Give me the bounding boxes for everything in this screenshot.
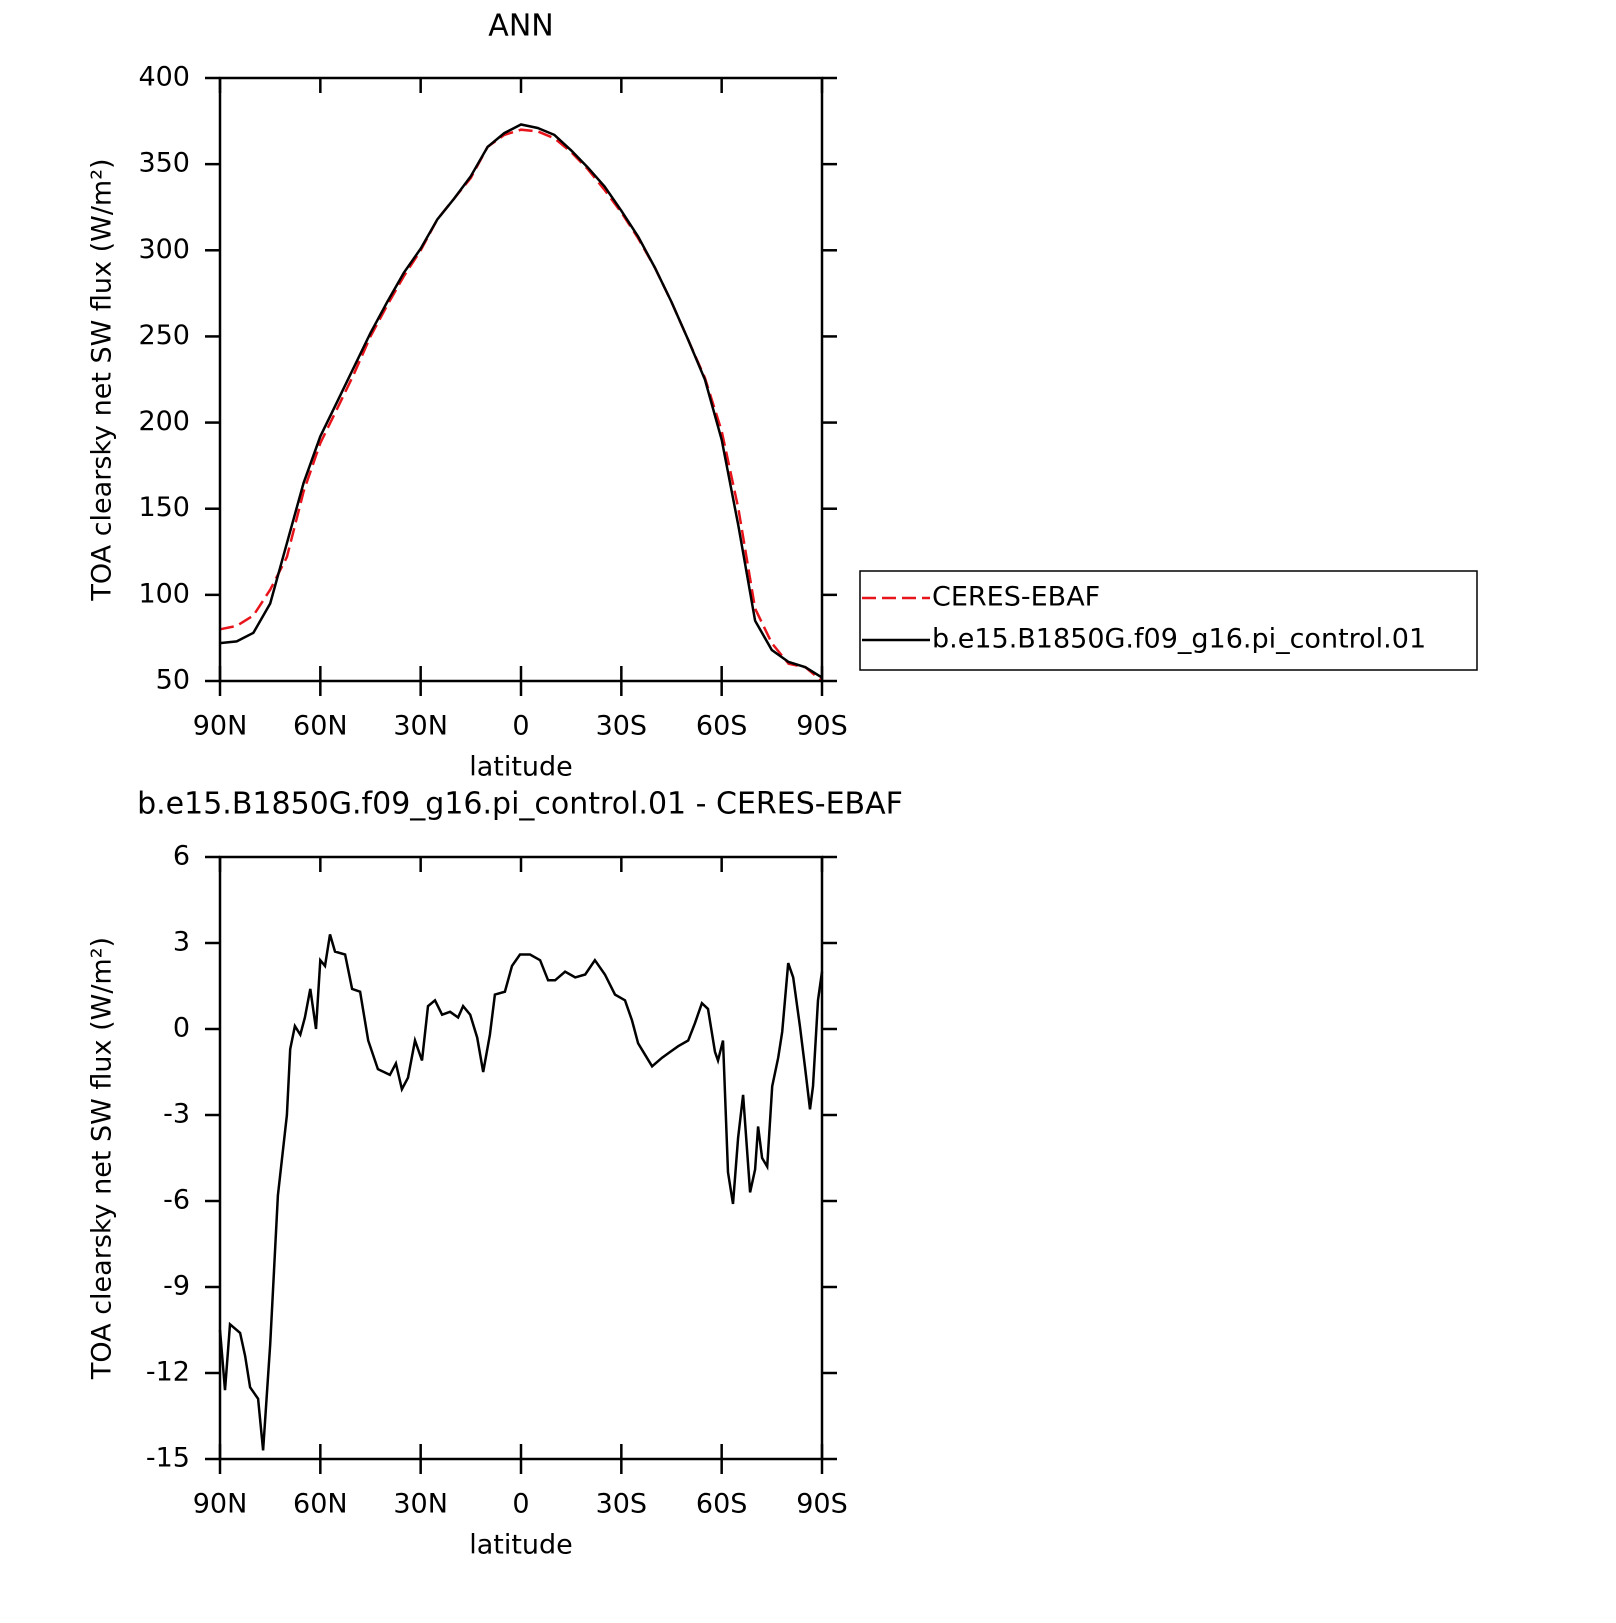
y-tick-label: -15 <box>146 1443 190 1474</box>
x-tick-label: 90N <box>193 711 248 742</box>
legend-box <box>859 570 1478 671</box>
x-tick-label: 60S <box>696 1489 748 1520</box>
x-tick-label: 60S <box>696 711 748 742</box>
x-tick-label: 30N <box>393 711 448 742</box>
y-tick-label: 50 <box>156 665 190 696</box>
x-tick-label: 30S <box>596 1489 648 1520</box>
y-tick-label: -9 <box>163 1271 190 1302</box>
y-tick-label: 0 <box>173 1013 190 1044</box>
y-tick-label: 6 <box>173 841 190 872</box>
y-tick-label: 200 <box>138 406 190 437</box>
y-tick-label: -12 <box>146 1357 190 1388</box>
x-tick-label: 90S <box>796 1489 848 1520</box>
y-axis-label: TOA clearsky net SW flux (W/m²) <box>87 158 118 601</box>
data-line <box>219 123 823 679</box>
x-tick-label: 0 <box>512 711 529 742</box>
x-axis-label: latitude <box>469 1530 573 1561</box>
x-axis-label: latitude <box>469 752 573 783</box>
chart-title: ANN <box>488 9 553 44</box>
chart-title: b.e15.B1850G.f09_g16.pi_control.01 - CER… <box>137 787 903 822</box>
plot-frame <box>218 76 824 683</box>
y-axis-label: TOA clearsky net SW flux (W/m²) <box>87 937 118 1380</box>
x-tick-label: 60N <box>293 711 348 742</box>
y-tick-label: 150 <box>138 492 190 523</box>
x-tick-label: 90N <box>193 1489 248 1520</box>
data-line <box>219 128 823 682</box>
data-line <box>218 934 824 1451</box>
y-tick-label: 3 <box>173 927 190 958</box>
plot-frame <box>218 855 824 1461</box>
x-tick-label: 0 <box>512 1489 529 1520</box>
x-tick-label: 30S <box>596 711 648 742</box>
x-tick-label: 30N <box>393 1489 448 1520</box>
y-tick-label: -6 <box>163 1185 190 1216</box>
x-tick-label: 60N <box>293 1489 348 1520</box>
x-tick-label: 90S <box>796 711 848 742</box>
y-tick-label: 400 <box>138 62 190 93</box>
y-tick-label: 100 <box>138 578 190 609</box>
y-tick-label: 350 <box>138 148 190 179</box>
legend-label: CERES-EBAF <box>932 582 1100 613</box>
y-tick-label: 300 <box>138 234 190 265</box>
y-tick-label: -3 <box>163 1099 190 1130</box>
y-tick-label: 250 <box>138 320 190 351</box>
legend-label: b.e15.B1850G.f09_g16.pi_control.01 <box>932 624 1426 655</box>
